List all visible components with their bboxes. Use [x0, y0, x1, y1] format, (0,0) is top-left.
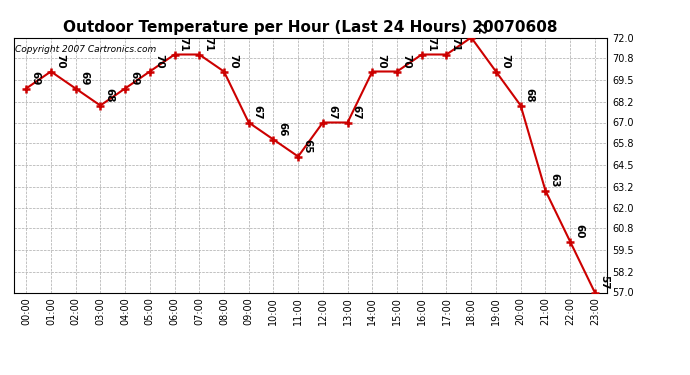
Text: 70: 70: [154, 54, 164, 69]
Text: Copyright 2007 Cartronics.com: Copyright 2007 Cartronics.com: [15, 45, 156, 54]
Title: Outdoor Temperature per Hour (Last 24 Hours) 20070608: Outdoor Temperature per Hour (Last 24 Ho…: [63, 20, 558, 35]
Text: 69: 69: [80, 71, 90, 86]
Text: 65: 65: [302, 139, 313, 154]
Text: 71: 71: [179, 37, 188, 52]
Text: 70: 70: [228, 54, 238, 69]
Text: 57: 57: [599, 275, 609, 290]
Text: 60: 60: [574, 224, 584, 239]
Text: 71: 71: [426, 37, 436, 52]
Text: 69: 69: [30, 71, 40, 86]
Text: 67: 67: [327, 105, 337, 120]
Text: 67: 67: [352, 105, 362, 120]
Text: 69: 69: [129, 71, 139, 86]
Text: 67: 67: [253, 105, 263, 120]
Text: 63: 63: [549, 173, 560, 188]
Text: 66: 66: [277, 122, 288, 137]
Text: 70: 70: [377, 54, 386, 69]
Text: 70: 70: [55, 54, 65, 69]
Text: 68: 68: [525, 88, 535, 103]
Text: 71: 71: [204, 37, 213, 52]
Text: 71: 71: [451, 37, 461, 52]
Text: 70: 70: [401, 54, 411, 69]
Text: 72: 72: [475, 20, 485, 35]
Text: 68: 68: [104, 88, 115, 103]
Text: 70: 70: [500, 54, 510, 69]
